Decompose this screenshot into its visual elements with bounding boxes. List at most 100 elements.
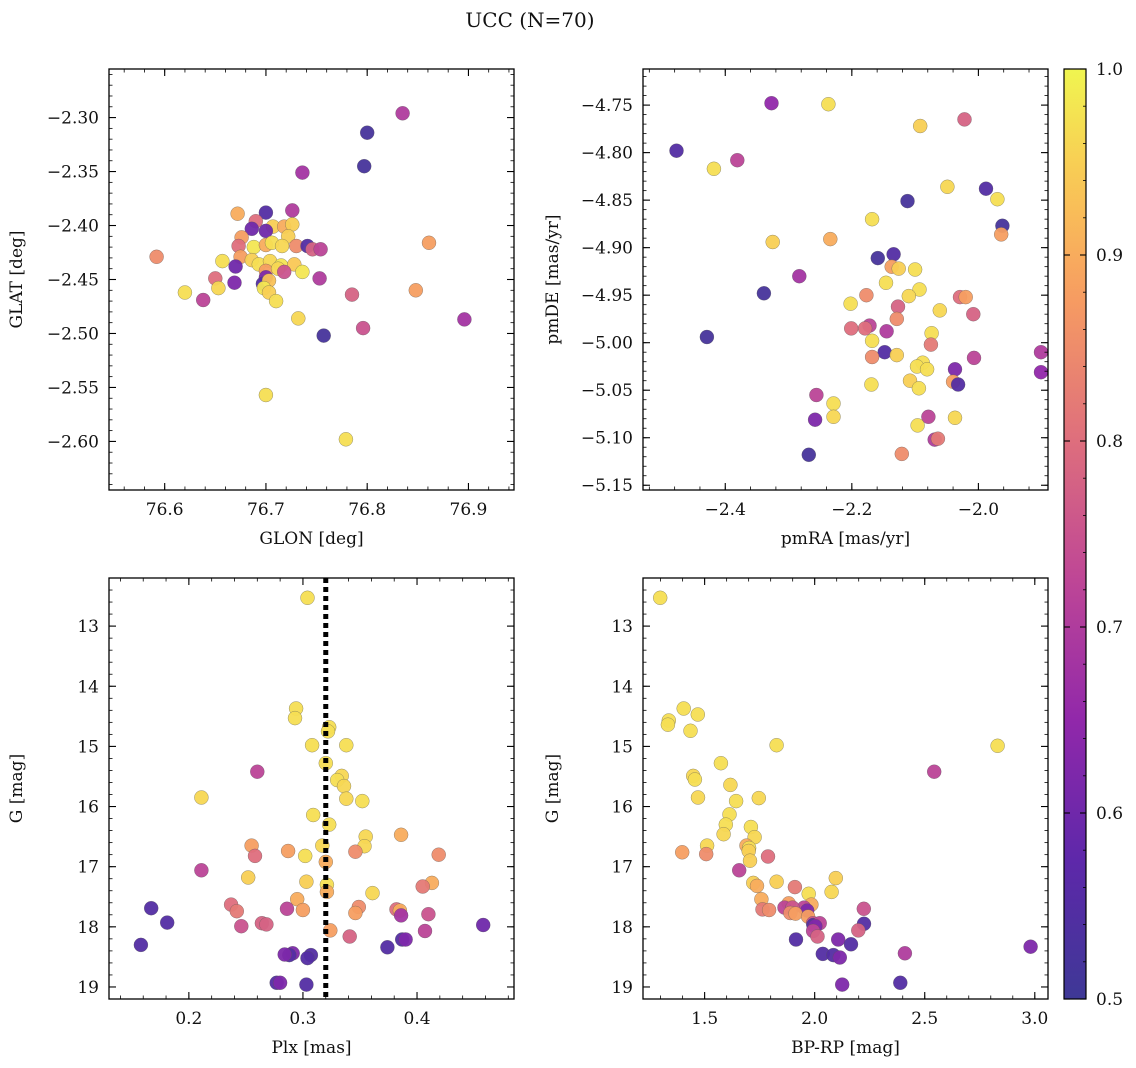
data-point	[742, 853, 758, 868]
y-tick-label: 15	[611, 737, 633, 757]
data-point	[195, 292, 211, 308]
colorbar: 0.5 0.6 0.7 0.8 0.9 1.0	[1063, 60, 1123, 1010]
data-points	[149, 106, 472, 447]
data-point	[393, 908, 409, 923]
data-point	[277, 947, 292, 962]
data-point	[864, 211, 880, 227]
data-point	[788, 932, 804, 947]
data-point	[761, 902, 777, 918]
scatter-panel-1: 76.6 76.7 76.8 76.9 −2.30 −2.35 −2.40 −2.45 −2.5…	[7, 68, 515, 549]
data-point	[348, 905, 363, 921]
data-point	[809, 387, 824, 403]
y-axis-label: GLAT [deg]	[7, 230, 27, 328]
data-point	[244, 221, 260, 237]
data-point	[930, 431, 946, 446]
data-point	[316, 328, 331, 343]
data-point	[240, 870, 256, 885]
data-points	[652, 590, 1038, 992]
data-point	[250, 764, 265, 779]
data-points	[669, 95, 1049, 463]
data-point	[194, 863, 209, 878]
data-point	[344, 287, 360, 302]
data-point	[291, 311, 306, 326]
data-point	[912, 282, 927, 297]
x-axis-label: BP-RP [mag]	[791, 1038, 900, 1058]
y-axis-label: pmDE [mas/yr]	[543, 214, 563, 344]
data-point	[978, 181, 994, 196]
data-point	[280, 843, 296, 859]
data-point	[259, 917, 274, 932]
y-tick-label: 14	[77, 677, 99, 697]
data-point	[247, 848, 263, 864]
data-point	[1033, 364, 1049, 380]
data-point	[851, 923, 866, 938]
y-tick-label: 16	[77, 798, 99, 818]
data-point	[395, 106, 410, 121]
data-point	[305, 807, 321, 823]
data-point	[769, 874, 784, 889]
data-point	[947, 362, 963, 377]
data-point	[893, 975, 908, 991]
data-point	[279, 901, 295, 917]
data-point	[683, 723, 698, 739]
data-point	[731, 863, 747, 878]
data-point	[342, 929, 357, 944]
x-tick-label: 2.0	[801, 1009, 828, 1029]
x-tick-label: −2.2	[831, 500, 872, 520]
data-point	[295, 902, 311, 918]
data-point	[966, 306, 981, 322]
data-point	[856, 901, 872, 917]
x-tick-label: 76.9	[450, 500, 488, 520]
data-point	[699, 329, 715, 345]
x-tick-label: 1.5	[691, 1009, 718, 1029]
data-point	[713, 755, 729, 771]
data-point	[824, 884, 839, 900]
y-tick-label: 13	[611, 617, 633, 637]
data-points	[133, 590, 491, 992]
data-point	[843, 296, 858, 311]
y-axis-label: G [mag]	[543, 754, 563, 823]
y-tick-label: −4.95	[581, 286, 633, 306]
data-point	[475, 917, 491, 933]
data-point	[716, 826, 731, 842]
data-point	[355, 320, 371, 336]
data-point	[276, 264, 292, 280]
data-point	[274, 238, 290, 254]
figure-title: UCC (N=70)	[465, 8, 594, 32]
data-point	[950, 377, 966, 392]
data-point	[674, 845, 690, 860]
data-point	[749, 878, 765, 894]
data-point	[211, 280, 226, 296]
data-point	[877, 344, 892, 360]
data-point	[380, 940, 395, 955]
data-point	[295, 165, 310, 180]
data-point	[910, 418, 925, 433]
data-point	[810, 929, 825, 944]
data-point	[769, 737, 784, 753]
data-point	[834, 977, 850, 992]
x-tick-label: −2.4	[705, 500, 746, 520]
data-point	[348, 844, 363, 859]
data-point	[728, 793, 744, 809]
data-point	[421, 906, 436, 922]
data-point	[830, 932, 846, 947]
data-point	[940, 179, 955, 195]
y-tick-label: 16	[611, 798, 633, 818]
data-point	[421, 235, 437, 251]
colorbar-gradient	[1063, 68, 1087, 1000]
y-tick-label: 17	[77, 858, 99, 878]
data-point	[801, 447, 817, 463]
data-point	[408, 283, 424, 298]
data-point	[864, 377, 879, 392]
y-tick-label: −5.15	[581, 476, 633, 496]
y-tick-label: 18	[77, 918, 99, 938]
data-point	[312, 271, 327, 286]
data-point	[355, 793, 370, 809]
data-point	[177, 285, 193, 300]
data-point	[304, 737, 320, 753]
data-point	[313, 242, 328, 257]
data-point	[706, 161, 722, 177]
data-point	[957, 112, 972, 127]
x-tick-label: 0.4	[404, 1009, 431, 1029]
colorbar-tick-label: 0.5	[1096, 990, 1123, 1010]
